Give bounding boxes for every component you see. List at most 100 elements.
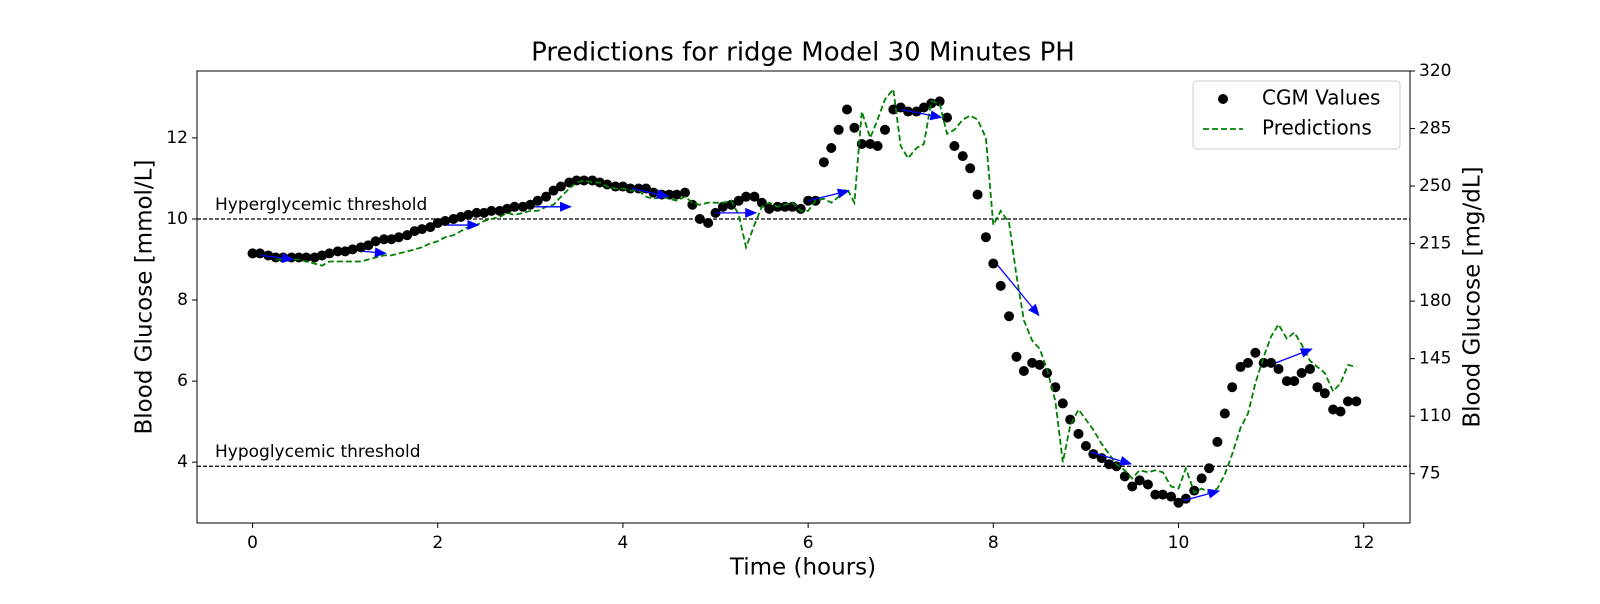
- y2-tick-label: 75: [1419, 464, 1441, 484]
- x-tick-label: 2: [432, 533, 443, 553]
- prediction-line: [275, 87, 1357, 494]
- cgm-point: [988, 258, 999, 269]
- arrow-head: [1299, 348, 1313, 358]
- cgm-point: [332, 246, 343, 257]
- cgm-point: [393, 232, 404, 243]
- x-tick-label: 6: [803, 533, 814, 553]
- cgm-point: [717, 201, 728, 212]
- cgm-point: [911, 106, 922, 117]
- y-tick-label: 4: [177, 452, 188, 472]
- y2-tick-label: 250: [1419, 176, 1451, 196]
- y-axis-label: Blood Glucose [mmol/L]: [132, 160, 158, 435]
- cgm-point: [1242, 357, 1253, 368]
- cgm-point: [1219, 408, 1230, 419]
- cgm-point: [1111, 461, 1122, 472]
- cgm-point: [1196, 473, 1207, 484]
- cgm-point: [548, 185, 559, 196]
- cgm-point: [749, 191, 760, 202]
- cgm-point: [532, 195, 543, 206]
- cgm-point: [602, 179, 613, 190]
- threshold-label: Hypoglycemic threshold: [215, 442, 421, 462]
- cgm-point: [833, 124, 844, 135]
- cgm-point: [687, 199, 698, 210]
- cgm-point: [1250, 347, 1261, 358]
- cgm-point: [1342, 396, 1353, 407]
- arrow-head: [374, 247, 387, 258]
- cgm-point: [733, 195, 744, 206]
- cgm-point: [1134, 475, 1145, 486]
- arrow-shaft: [363, 250, 375, 254]
- cgm-point: [671, 189, 682, 200]
- cgm-point: [525, 199, 536, 210]
- cgm-point: [571, 175, 582, 186]
- cgm-point: [1034, 359, 1045, 370]
- arrow-head: [281, 253, 295, 263]
- cgm-point: [965, 163, 976, 174]
- cgm-point: [879, 124, 890, 135]
- cgm-point: [842, 104, 853, 115]
- cgm-point: [610, 181, 621, 192]
- y2-tick-label: 180: [1419, 291, 1451, 311]
- cgm-point: [980, 232, 991, 243]
- cgm-point: [1004, 311, 1015, 322]
- cgm-point: [440, 215, 451, 226]
- cgm-point: [849, 122, 860, 133]
- cgm-point: [1080, 440, 1091, 451]
- cgm-point: [1296, 368, 1307, 379]
- arrow-head: [467, 220, 480, 231]
- x-tick-label: 12: [1353, 533, 1375, 553]
- arrow-shaft: [807, 192, 839, 202]
- cgm-point: [1142, 479, 1153, 490]
- arrow-shaft: [632, 187, 658, 195]
- cgm-point: [1351, 396, 1362, 407]
- cgm-point: [1173, 497, 1184, 508]
- cgm-point: [1018, 365, 1029, 376]
- cgm-point: [486, 205, 497, 216]
- cgm-point: [1335, 406, 1346, 417]
- cgm-point: [934, 96, 945, 107]
- cgm-point: [509, 201, 520, 212]
- cgm-point: [425, 222, 436, 233]
- arrow-shaft: [1275, 352, 1302, 364]
- cgm-point: [1312, 382, 1323, 393]
- arrow-shaft: [900, 108, 931, 116]
- cgm-point: [1119, 471, 1130, 482]
- arrow-shaft: [1090, 451, 1121, 462]
- cgm-point: [1227, 382, 1238, 393]
- cgm-point: [726, 199, 737, 210]
- cgm-point: [703, 218, 714, 229]
- arrow-head: [836, 188, 850, 199]
- y-tick-label: 12: [166, 128, 188, 148]
- y2-tick-label: 285: [1419, 119, 1451, 139]
- arrow-head: [1119, 456, 1133, 466]
- cgm-point: [1235, 361, 1246, 372]
- cgm-point: [1127, 481, 1138, 492]
- cgm-point: [1212, 436, 1223, 447]
- x-tick-label: 10: [1168, 533, 1190, 553]
- arrow-head: [1028, 303, 1040, 317]
- cgm-point: [324, 248, 335, 259]
- cgm-point: [347, 244, 358, 255]
- chart-title: Predictions for ridge Model 30 Minutes P…: [531, 38, 1075, 68]
- cgm-point: [417, 224, 428, 235]
- cgm-point: [379, 234, 390, 245]
- cgm-point: [1011, 351, 1022, 362]
- x-tick-label: 8: [988, 533, 999, 553]
- y-tick-label: 6: [177, 371, 188, 391]
- cgm-point: [1273, 363, 1284, 374]
- arrow-head: [1207, 488, 1221, 499]
- legend-box: [1192, 80, 1401, 150]
- cgm-point: [872, 140, 883, 151]
- cgm-point: [254, 248, 265, 259]
- y-tick-label: 10: [166, 209, 188, 229]
- cgm-point: [471, 207, 482, 218]
- cgm-point: [1266, 357, 1277, 368]
- cgm-point: [402, 230, 413, 241]
- y2-tick-label: 110: [1419, 406, 1451, 426]
- cgm-point: [741, 191, 752, 202]
- y2-tick-label: 145: [1419, 349, 1451, 369]
- x-tick-label: 4: [618, 533, 629, 553]
- cgm-point: [764, 203, 775, 214]
- cgm-point: [918, 102, 929, 113]
